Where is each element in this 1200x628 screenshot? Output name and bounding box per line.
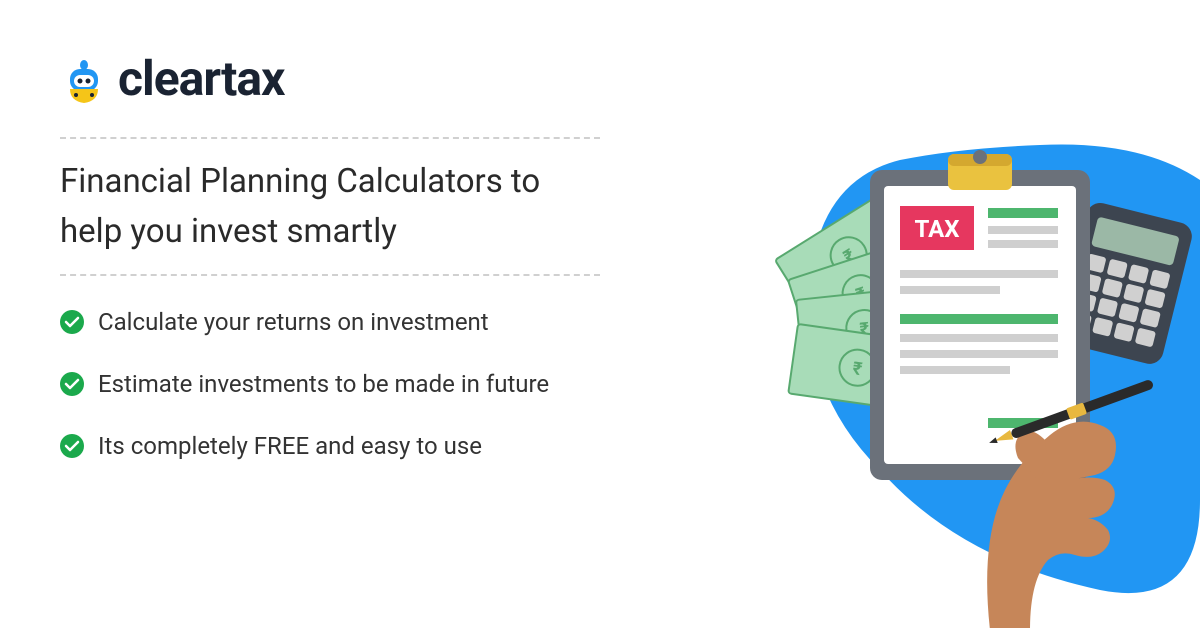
- divider-bottom: [60, 274, 600, 276]
- feature-list: Calculate your returns on investment Est…: [60, 304, 600, 464]
- headline: Financial Planning Calculators to help y…: [60, 157, 600, 256]
- illustration: ₹ ₹ ₹ ₹: [580, 0, 1200, 628]
- check-icon: [60, 434, 84, 458]
- feature-text: Estimate investments to be made in futur…: [98, 366, 549, 402]
- feature-item: Its completely FREE and easy to use: [60, 428, 600, 464]
- feature-item: Calculate your returns on investment: [60, 304, 600, 340]
- feature-text: Calculate your returns on investment: [98, 304, 489, 340]
- logo-text: cleartax: [118, 50, 284, 107]
- check-icon: [60, 310, 84, 334]
- feature-text: Its completely FREE and easy to use: [98, 428, 482, 464]
- divider-top: [60, 137, 600, 139]
- feature-item: Estimate investments to be made in futur…: [60, 366, 600, 402]
- check-icon: [60, 372, 84, 396]
- tax-badge: TAX: [915, 215, 960, 243]
- logo-icon: [60, 51, 108, 107]
